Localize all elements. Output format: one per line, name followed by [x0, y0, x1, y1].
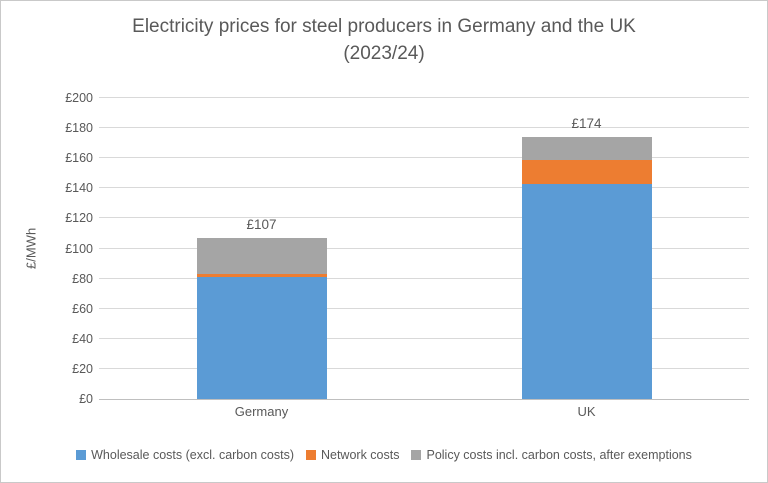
x-tick-label: Germany: [234, 404, 289, 419]
gridline: [99, 368, 749, 369]
chart-title-line2: (2023/24): [343, 43, 425, 64]
x-tick-label: UK: [577, 404, 596, 419]
legend-item: Network costs: [305, 448, 400, 462]
x-axis-labels: Germany UK: [99, 404, 749, 422]
y-tick-label: £20: [72, 362, 93, 376]
y-tick-label: £140: [65, 181, 93, 195]
stacked-bar: [521, 137, 652, 399]
bar-segment: [521, 159, 652, 184]
y-tick-label: £200: [65, 91, 93, 105]
gridline: [99, 217, 749, 218]
chart-title: Electricity prices for steel producers i…: [1, 13, 767, 67]
gridline: [99, 127, 749, 128]
gridline: [99, 278, 749, 279]
y-tick-label: £180: [65, 121, 93, 135]
bar-total-label: £107: [246, 217, 277, 232]
legend-swatch: [305, 450, 316, 460]
legend-swatch: [411, 450, 422, 460]
bar-segment: [196, 274, 327, 278]
legend-label: Network costs: [320, 448, 400, 462]
stacked-bar: [196, 238, 327, 399]
legend: Wholesale costs (excl. carbon costs) Netw…: [1, 448, 767, 462]
gridline: [99, 157, 749, 158]
x-axis-line: [99, 399, 749, 400]
legend-label: Wholesale costs (excl. carbon costs): [91, 448, 294, 462]
legend-item: Policy costs incl. carbon costs, after e…: [411, 448, 692, 462]
y-tick-label: £80: [72, 272, 93, 286]
bar-total-label: £174: [571, 116, 602, 132]
y-tick-label: £160: [65, 151, 93, 165]
y-tick-label: £60: [72, 302, 93, 316]
gridline: [99, 187, 749, 188]
legend-swatch: [76, 450, 87, 460]
gridline: [99, 308, 749, 309]
chart-title-line1: Electricity prices for steel producers i…: [132, 16, 636, 37]
bar-column-germany: £107: [99, 98, 424, 399]
bar-segment: [521, 183, 652, 399]
plot-area: £107 £174: [99, 97, 749, 400]
legend-item: Wholesale costs (excl. carbon costs): [76, 448, 294, 462]
gridline: [99, 97, 749, 98]
y-tick-label: £120: [65, 211, 93, 225]
y-tick-label: £0: [79, 392, 93, 406]
y-tick-label: £100: [65, 242, 93, 256]
bar-column-uk: £174: [424, 98, 749, 399]
bar-segment: [196, 277, 327, 399]
bar-segment: [196, 238, 327, 275]
gridline: [99, 338, 749, 339]
y-tick-label: £40: [72, 332, 93, 346]
gridline: [99, 248, 749, 249]
y-axis-ticks: £0 £20 £40 £60 £80 £100 £120 £140 £160 £180 £200: [1, 91, 93, 406]
bar-segment: [521, 137, 652, 160]
legend-label: Policy costs incl. carbon costs, after e…: [426, 448, 692, 462]
